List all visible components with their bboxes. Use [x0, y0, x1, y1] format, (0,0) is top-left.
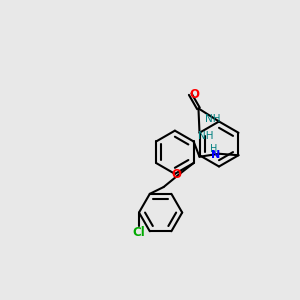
Text: O: O — [172, 168, 182, 181]
Text: NH: NH — [198, 131, 214, 141]
Text: Cl: Cl — [133, 226, 146, 238]
Text: NH: NH — [205, 113, 220, 124]
Text: N: N — [212, 150, 220, 160]
Text: O: O — [190, 88, 200, 100]
Text: H: H — [210, 144, 218, 154]
